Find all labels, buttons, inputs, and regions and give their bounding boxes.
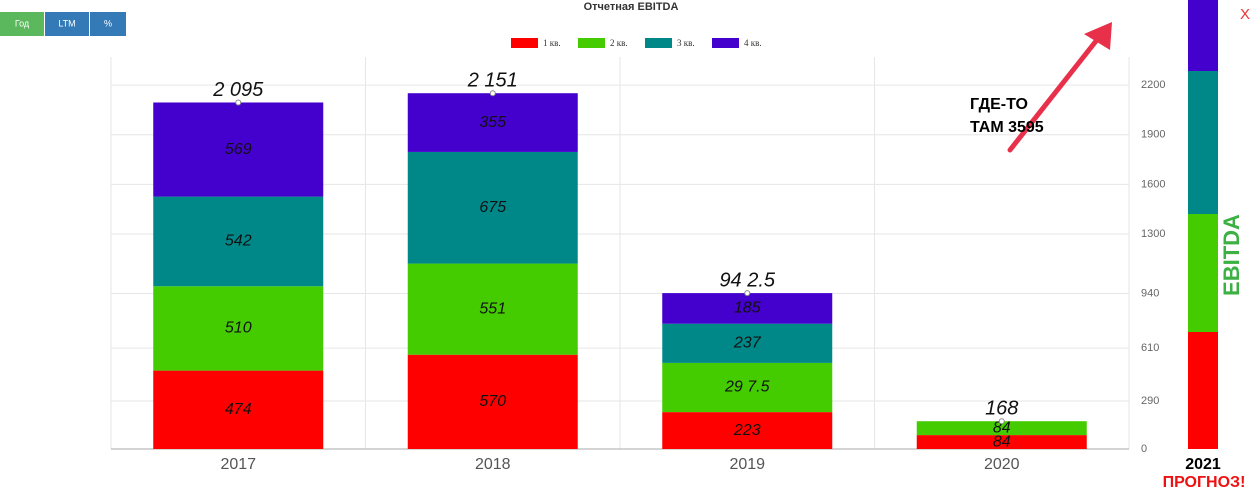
bar-segment [662, 293, 833, 324]
forecast-panel: EBITDA 2021 ПРОГНОЗ! [1163, 0, 1246, 491]
forecast-segment [1188, 214, 1218, 332]
y-tick-label: 1900 [1141, 129, 1165, 141]
value-label: 29 7.5 [724, 379, 770, 396]
legend-swatch [712, 38, 739, 48]
close-button[interactable]: X [1240, 6, 1250, 23]
bar-segment [153, 196, 324, 287]
x-tick-label: 2019 [729, 456, 765, 473]
total-marker [489, 90, 496, 97]
value-label: 237 [733, 335, 762, 352]
total-marker [998, 418, 1005, 425]
legend-label: 2 кв. [610, 38, 628, 48]
toggle-button-label[interactable]: % [104, 18, 112, 28]
bar-segment [153, 102, 324, 197]
x-tick-label: 2017 [220, 456, 256, 473]
value-label: 569 [225, 141, 252, 158]
y-tick-label: 2200 [1141, 79, 1165, 91]
chart: Год LTM % 0 290 610 940 1300 1600 1900 2200 1 кв. 2 … [0, 12, 1165, 473]
x-tick-label: 2020 [984, 456, 1020, 473]
forecast-axis-label: EBITDA [1219, 214, 1244, 296]
bar-segment [407, 93, 578, 152]
total-label: 2 151 [467, 70, 518, 92]
toggle-button-label[interactable]: LTM [58, 18, 75, 28]
toggle-button-label[interactable]: Год [15, 18, 30, 28]
total-marker [235, 99, 242, 106]
total-label: 94 2.5 [719, 269, 775, 291]
toggle-button[interactable] [90, 12, 126, 36]
value-label: 84 [993, 419, 1011, 436]
chart-title: Отчетная EBITDA [584, 1, 679, 13]
legend-label: 1 кв. [543, 38, 561, 48]
value-label: 570 [479, 393, 506, 410]
total-label: 2 095 [212, 79, 264, 101]
value-label: 542 [225, 233, 252, 250]
legend-label: 4 кв. [744, 38, 762, 48]
legend-swatch [645, 38, 672, 48]
y-tick-label: 1600 [1141, 178, 1165, 190]
legend-swatch [511, 38, 538, 48]
bar-segment [662, 362, 833, 413]
bar-segment [662, 412, 833, 449]
forecast-segment [1188, 71, 1218, 214]
legend-label: 3 кв. [677, 38, 695, 48]
total-marker [744, 290, 751, 297]
legend-swatch [578, 38, 605, 48]
bar-segment [407, 263, 578, 355]
y-tick-label: 290 [1141, 395, 1159, 407]
bar-segment [916, 435, 1087, 449]
annotation: ГДЕ-ТО ТАМ 3595 [970, 22, 1112, 153]
y-tick-label: 610 [1141, 342, 1159, 354]
x-tick-label: 2018 [475, 456, 511, 473]
bar-segment [153, 370, 324, 449]
total-label: 168 [985, 397, 1018, 419]
y-tick-label: 0 [1141, 443, 1147, 455]
bar-segment [916, 421, 1087, 436]
forecast-segment [1188, 332, 1218, 449]
annotation-text: ТАМ 3595 [970, 119, 1044, 136]
arrow [1007, 33, 1103, 153]
bar-segment [407, 151, 578, 264]
value-label: 551 [479, 300, 506, 317]
value-label: 185 [734, 300, 761, 317]
arrow-head [1084, 22, 1112, 50]
annotation-text: ГДЕ-ТО [970, 96, 1028, 113]
forecast-label: ПРОГНОЗ! [1163, 474, 1246, 491]
value-label: 474 [225, 401, 252, 418]
bar-segment [407, 354, 578, 449]
forecast-year: 2021 [1185, 456, 1221, 473]
value-label: 355 [479, 114, 506, 131]
value-label: 84 [993, 433, 1011, 450]
value-label: 675 [479, 199, 506, 216]
y-tick-label: 940 [1141, 287, 1159, 299]
toggle-button[interactable] [45, 12, 89, 36]
forecast-segment [1188, 0, 1218, 71]
value-label: 223 [733, 422, 761, 439]
value-label: 510 [225, 320, 252, 337]
y-tick-label: 1300 [1141, 228, 1165, 240]
bar-segment [153, 286, 324, 371]
bar-segment [662, 323, 833, 363]
toggle-button[interactable] [0, 12, 44, 36]
